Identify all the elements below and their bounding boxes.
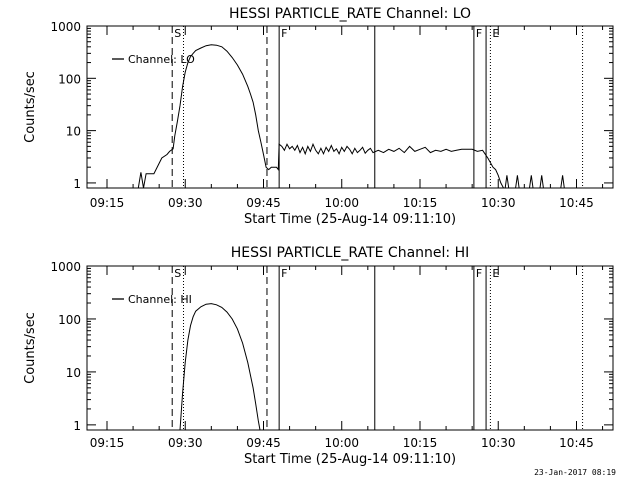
- x-tick-label: 10:15: [403, 196, 438, 210]
- x-axis-label: Start Time (25-Aug-14 09:11:10): [244, 212, 456, 227]
- plot-timestamp: 23-Jan-2017 08:19: [534, 468, 616, 477]
- y-tick-label: 10: [66, 366, 81, 380]
- y-tick-label: 1: [73, 177, 81, 191]
- y-axis-label: Counts/sec: [23, 312, 38, 384]
- event-marker-label: E: [492, 27, 499, 40]
- x-tick-label: 09:15: [90, 436, 125, 450]
- x-tick-label: 09:45: [246, 196, 281, 210]
- legend-label: Channel: LO: [128, 53, 195, 66]
- event-marker-label: S: [174, 27, 181, 40]
- series-line: [179, 303, 261, 431]
- x-tick-label: 10:30: [481, 196, 516, 210]
- plot-frame: [86, 265, 614, 431]
- y-tick-label: 10: [66, 125, 81, 139]
- chart-title: HESSI PARTICLE_RATE Channel: LO: [229, 6, 471, 22]
- x-tick-label: 09:30: [168, 436, 203, 450]
- x-tick-label: 09:15: [90, 196, 125, 210]
- x-tick-label: 09:45: [246, 436, 281, 450]
- event-marker-label: F: [476, 27, 482, 40]
- chart-title: HESSI PARTICLE_RATE Channel: HI: [231, 245, 469, 261]
- legend-label: Channel: HI: [128, 293, 192, 306]
- event-marker-label: E: [492, 267, 499, 280]
- x-tick-label: 10:00: [324, 436, 359, 450]
- plot-frame: [86, 25, 614, 189]
- event-marker-label: F: [281, 267, 287, 280]
- chart-panel-1: HESSI PARTICLE_RATE Channel: LO 1 10 100 100…: [23, 6, 614, 227]
- y-tick-label: 1000: [50, 20, 81, 34]
- event-marker-label: S: [174, 267, 181, 280]
- chart-panel-2: HESSI PARTICLE_RATE Channel: HI 1 10 100 100…: [23, 245, 614, 467]
- x-tick-label: 09:30: [168, 196, 203, 210]
- y-axis-label: Counts/sec: [23, 71, 38, 143]
- series-line: [87, 44, 613, 189]
- y-tick-label: 100: [58, 72, 81, 86]
- y-tick-label: 1: [73, 419, 81, 433]
- event-marker-label: F: [476, 267, 482, 280]
- x-tick-label: 10:45: [559, 436, 594, 450]
- y-tick-label: 100: [58, 313, 81, 327]
- x-tick-label: 10:45: [559, 196, 594, 210]
- x-tick-label: 10:00: [324, 196, 359, 210]
- x-axis-label: Start Time (25-Aug-14 09:11:10): [244, 452, 456, 467]
- y-tick-label: 1000: [50, 260, 81, 274]
- x-tick-label: 10:30: [481, 436, 516, 450]
- x-tick-label: 10:15: [403, 436, 438, 450]
- event-marker-label: F: [281, 27, 287, 40]
